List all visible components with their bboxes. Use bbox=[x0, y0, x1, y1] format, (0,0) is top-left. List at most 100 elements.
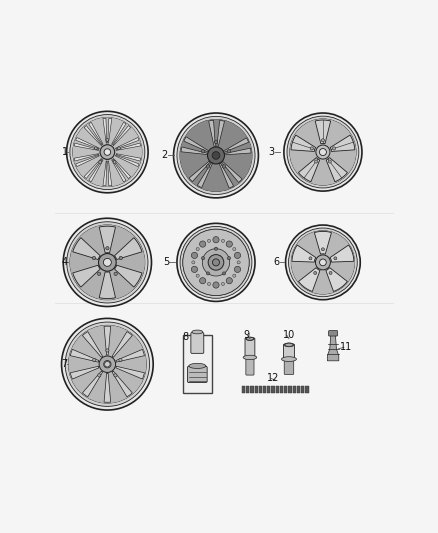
Circle shape bbox=[208, 147, 224, 164]
Circle shape bbox=[202, 249, 230, 276]
Circle shape bbox=[196, 247, 199, 251]
Polygon shape bbox=[224, 148, 251, 155]
Polygon shape bbox=[314, 231, 332, 254]
Circle shape bbox=[222, 239, 225, 243]
Circle shape bbox=[320, 259, 326, 266]
Polygon shape bbox=[208, 120, 215, 147]
Circle shape bbox=[200, 278, 206, 284]
Polygon shape bbox=[116, 143, 141, 150]
Polygon shape bbox=[116, 366, 145, 379]
Circle shape bbox=[173, 113, 258, 198]
Circle shape bbox=[222, 165, 226, 168]
FancyBboxPatch shape bbox=[293, 386, 296, 393]
Circle shape bbox=[92, 256, 95, 260]
Circle shape bbox=[183, 229, 249, 296]
Circle shape bbox=[106, 139, 109, 141]
FancyBboxPatch shape bbox=[305, 386, 309, 393]
Polygon shape bbox=[99, 272, 116, 298]
FancyBboxPatch shape bbox=[259, 386, 262, 393]
Ellipse shape bbox=[282, 357, 297, 361]
Circle shape bbox=[70, 115, 145, 190]
Circle shape bbox=[114, 374, 117, 377]
Polygon shape bbox=[76, 138, 99, 149]
FancyBboxPatch shape bbox=[246, 386, 249, 393]
Circle shape bbox=[206, 165, 210, 168]
Polygon shape bbox=[84, 158, 102, 179]
Circle shape bbox=[237, 261, 240, 264]
Polygon shape bbox=[73, 265, 100, 287]
Circle shape bbox=[196, 274, 199, 277]
FancyBboxPatch shape bbox=[191, 333, 204, 353]
FancyBboxPatch shape bbox=[263, 386, 266, 393]
Circle shape bbox=[191, 252, 198, 259]
Polygon shape bbox=[189, 161, 210, 182]
Circle shape bbox=[234, 266, 240, 272]
Circle shape bbox=[212, 151, 220, 159]
Circle shape bbox=[105, 361, 110, 367]
Circle shape bbox=[61, 318, 153, 410]
Circle shape bbox=[319, 149, 326, 156]
Polygon shape bbox=[223, 138, 249, 152]
Text: 1: 1 bbox=[61, 147, 67, 157]
Polygon shape bbox=[198, 163, 212, 188]
Circle shape bbox=[67, 222, 148, 303]
Polygon shape bbox=[326, 158, 347, 182]
Circle shape bbox=[215, 247, 218, 251]
FancyBboxPatch shape bbox=[284, 386, 287, 393]
Circle shape bbox=[213, 282, 219, 288]
FancyBboxPatch shape bbox=[283, 344, 294, 360]
Polygon shape bbox=[285, 343, 293, 346]
FancyBboxPatch shape bbox=[280, 386, 283, 393]
Polygon shape bbox=[114, 265, 142, 287]
Circle shape bbox=[94, 147, 97, 150]
Polygon shape bbox=[112, 371, 132, 397]
Polygon shape bbox=[114, 238, 142, 260]
Polygon shape bbox=[71, 366, 99, 379]
Circle shape bbox=[226, 241, 233, 247]
Circle shape bbox=[180, 119, 252, 191]
Circle shape bbox=[177, 116, 255, 195]
Text: 5: 5 bbox=[163, 257, 170, 268]
Circle shape bbox=[104, 149, 111, 155]
Polygon shape bbox=[113, 158, 131, 179]
Circle shape bbox=[334, 257, 337, 260]
Polygon shape bbox=[112, 159, 126, 182]
Polygon shape bbox=[89, 123, 103, 144]
Polygon shape bbox=[219, 163, 233, 188]
Circle shape bbox=[286, 225, 360, 300]
Circle shape bbox=[200, 241, 206, 247]
Circle shape bbox=[93, 358, 96, 361]
Circle shape bbox=[177, 223, 255, 302]
FancyBboxPatch shape bbox=[254, 386, 258, 393]
Circle shape bbox=[119, 256, 123, 260]
FancyBboxPatch shape bbox=[272, 386, 275, 393]
Circle shape bbox=[328, 160, 332, 163]
Circle shape bbox=[73, 117, 142, 187]
Polygon shape bbox=[108, 118, 112, 143]
Circle shape bbox=[284, 113, 362, 191]
FancyBboxPatch shape bbox=[297, 386, 300, 393]
Circle shape bbox=[99, 160, 102, 164]
Circle shape bbox=[191, 266, 198, 272]
Circle shape bbox=[208, 282, 211, 286]
Circle shape bbox=[223, 272, 226, 275]
Polygon shape bbox=[315, 120, 331, 144]
Circle shape bbox=[98, 374, 101, 377]
Circle shape bbox=[309, 257, 312, 260]
Circle shape bbox=[70, 225, 145, 300]
Circle shape bbox=[227, 256, 230, 260]
Polygon shape bbox=[104, 373, 111, 402]
FancyBboxPatch shape bbox=[250, 386, 254, 393]
Text: 8: 8 bbox=[182, 332, 188, 342]
Circle shape bbox=[103, 259, 111, 266]
Circle shape bbox=[332, 147, 336, 150]
Polygon shape bbox=[89, 159, 103, 182]
Circle shape bbox=[206, 272, 209, 275]
FancyBboxPatch shape bbox=[276, 386, 279, 393]
Circle shape bbox=[290, 119, 356, 185]
Polygon shape bbox=[103, 118, 107, 143]
Polygon shape bbox=[298, 158, 320, 182]
Polygon shape bbox=[222, 161, 242, 182]
Circle shape bbox=[114, 272, 117, 276]
Circle shape bbox=[65, 322, 149, 406]
